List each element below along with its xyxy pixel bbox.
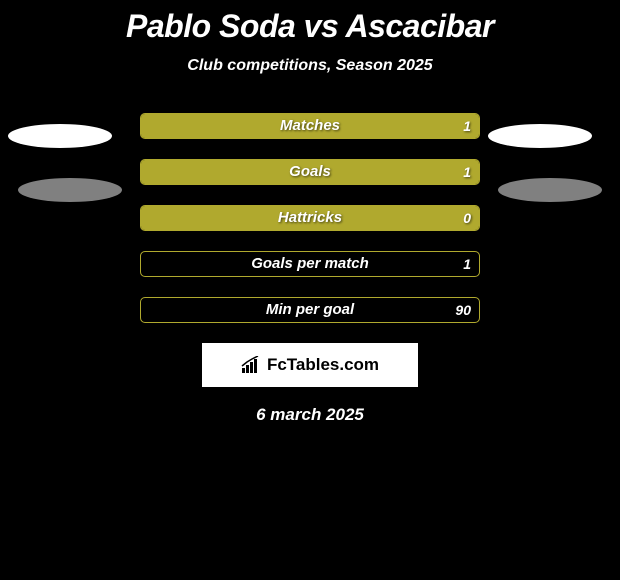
bar-label: Goals per match (141, 252, 479, 276)
subtitle: Club competitions, Season 2025 (0, 57, 620, 75)
bar-label: Matches (141, 114, 479, 138)
bar-value: 0 (463, 206, 471, 230)
stat-bar: Goals1 (140, 159, 480, 185)
page-title: Pablo Soda vs Ascacibar (0, 0, 620, 45)
stat-bar: Hattricks0 (140, 205, 480, 231)
bar-value: 1 (463, 114, 471, 138)
stat-bar: Min per goal90 (140, 297, 480, 323)
stat-bar: Matches1 (140, 113, 480, 139)
date-text: 6 march 2025 (0, 405, 620, 425)
bar-value: 1 (463, 160, 471, 184)
bar-label: Hattricks (141, 206, 479, 230)
decorative-ellipse (18, 178, 122, 202)
bar-label: Min per goal (141, 298, 479, 322)
logo-text: FcTables.com (267, 355, 379, 375)
bar-value: 90 (455, 298, 471, 322)
decorative-ellipse (8, 124, 112, 148)
bar-label: Goals (141, 160, 479, 184)
logo-box: FcTables.com (202, 343, 418, 387)
stat-bar: Goals per match1 (140, 251, 480, 277)
chart-icon (241, 356, 263, 374)
decorative-ellipse (488, 124, 592, 148)
bar-value: 1 (463, 252, 471, 276)
logo: FcTables.com (241, 355, 379, 375)
stats-bars: Matches1Goals1Hattricks0Goals per match1… (140, 113, 480, 323)
decorative-ellipse (498, 178, 602, 202)
